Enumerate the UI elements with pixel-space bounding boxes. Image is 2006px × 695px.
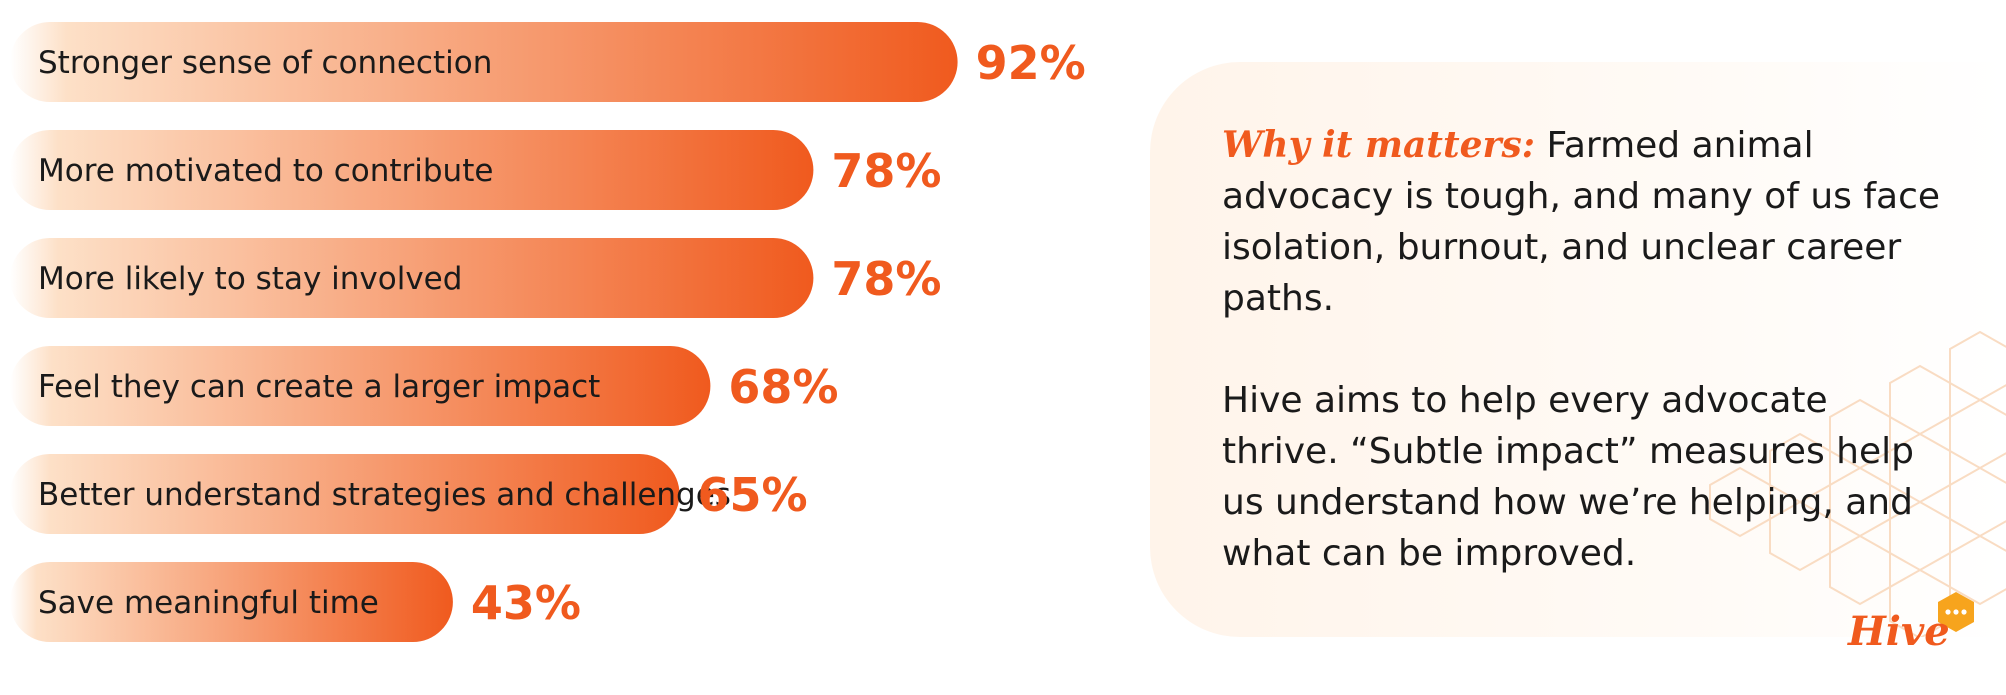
- category-label-1: More motivated to contribute: [38, 153, 493, 189]
- value-label-2: 78%: [831, 252, 941, 306]
- bar-0: [10, 22, 958, 102]
- value-label-4: 65%: [698, 468, 808, 522]
- paragraph-2-text: Hive aims to help every advocate thrive.…: [1222, 380, 1914, 574]
- value-label-0: 92%: [976, 36, 1086, 90]
- honeycomb-decoration: [1709, 330, 2006, 637]
- why-it-matters-panel: Why it matters: Farmed animal advocacy i…: [1150, 62, 2006, 637]
- category-label-4: Better understand strategies and challen…: [38, 477, 731, 513]
- value-label-5: 43%: [471, 576, 581, 630]
- bar-4: [10, 454, 680, 534]
- bar-1: [10, 130, 814, 210]
- bar-5: [10, 562, 453, 642]
- category-label-2: More likely to stay involved: [38, 261, 462, 297]
- category-label-0: Stronger sense of connection: [38, 45, 492, 81]
- paragraph-why-it-matters: Why it matters: Farmed animal advocacy i…: [1222, 120, 1942, 324]
- why-it-matters-lead: Why it matters:: [1222, 124, 1535, 166]
- category-label-3: Feel they can create a larger impact: [38, 369, 600, 405]
- value-label-1: 78%: [831, 144, 941, 198]
- hive-logo: Hive: [1848, 590, 1998, 670]
- bar-2: [10, 238, 814, 318]
- bar-chart: Stronger sense of connection 92% More moti…: [10, 22, 1086, 642]
- bar-3: [10, 346, 711, 426]
- value-label-3: 68%: [728, 360, 838, 414]
- category-label-5: Save meaningful time: [38, 585, 379, 621]
- speech-bubble-icon: [1938, 592, 1974, 632]
- logo-text: Hive: [1848, 608, 1950, 655]
- paragraph-1-text: Farmed animal advocacy is tough, and man…: [1222, 125, 1941, 319]
